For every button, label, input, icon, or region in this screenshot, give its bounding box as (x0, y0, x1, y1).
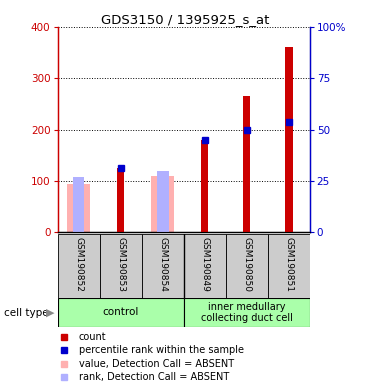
Bar (268, 234, 310, 298)
Bar (201, 140, 209, 232)
Text: value, Detection Call = ABSENT: value, Detection Call = ABSENT (79, 359, 234, 369)
Text: control: control (102, 307, 139, 318)
Bar (117, 168, 124, 232)
Text: rank, Detection Call = ABSENT: rank, Detection Call = ABSENT (79, 372, 229, 382)
Text: GSM190852: GSM190852 (74, 237, 83, 292)
Bar (151, 176, 174, 232)
Bar (184, 298, 310, 327)
Bar (243, 96, 250, 232)
Text: percentile rank within the sample: percentile rank within the sample (79, 345, 244, 356)
Bar (184, 234, 226, 298)
Bar (285, 47, 293, 232)
Bar (142, 234, 184, 298)
Bar (226, 234, 268, 298)
Text: cell type: cell type (4, 308, 48, 318)
Text: GSM190849: GSM190849 (200, 237, 209, 292)
Text: GSM190850: GSM190850 (242, 237, 251, 292)
Bar (67, 184, 90, 232)
Bar (58, 298, 184, 327)
Text: GSM190854: GSM190854 (158, 237, 167, 292)
Bar (99, 234, 142, 298)
Bar (58, 234, 99, 298)
Text: GSM190851: GSM190851 (284, 237, 293, 292)
Text: GSM190853: GSM190853 (116, 237, 125, 292)
Text: count: count (79, 332, 106, 342)
Text: inner medullary
collecting duct cell: inner medullary collecting duct cell (201, 301, 293, 323)
Text: ▶: ▶ (46, 308, 54, 318)
Bar (73, 177, 85, 232)
Bar (157, 170, 168, 232)
Text: GDS3150 / 1395925_s_at: GDS3150 / 1395925_s_at (101, 13, 270, 26)
